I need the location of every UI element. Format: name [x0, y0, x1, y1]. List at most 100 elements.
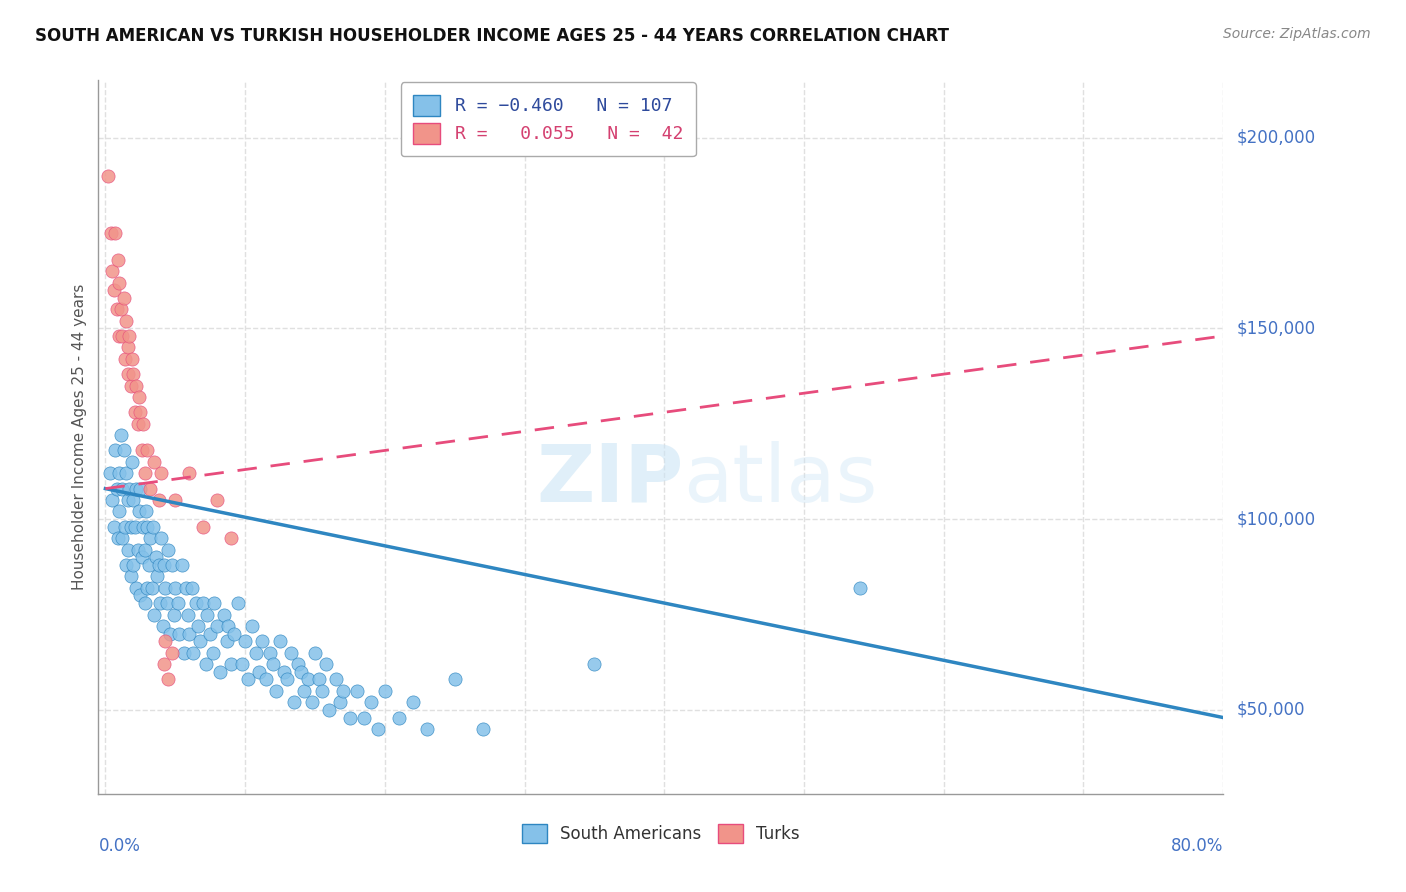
Point: [287, 657, 309, 672]
Point: [121, 455, 143, 469]
Point: [117, 340, 139, 354]
Point: [128, 504, 150, 518]
Point: [165, 493, 187, 508]
Point: [193, 520, 215, 534]
Point: [236, 673, 259, 687]
Point: [156, 596, 179, 610]
Point: [107, 531, 129, 545]
Point: [115, 558, 138, 572]
Point: [101, 493, 124, 508]
Point: [179, 626, 201, 640]
Point: [136, 581, 159, 595]
Point: [283, 695, 305, 709]
Point: [339, 710, 361, 724]
Point: [173, 646, 195, 660]
Point: [215, 634, 238, 648]
Point: [108, 467, 131, 481]
Point: [128, 390, 150, 404]
Text: $200,000: $200,000: [1237, 128, 1316, 146]
Point: [110, 302, 132, 317]
Point: [132, 520, 155, 534]
Point: [201, 646, 224, 660]
Point: [104, 443, 127, 458]
Point: [163, 607, 186, 622]
Point: [138, 558, 160, 572]
Point: [122, 493, 145, 508]
Point: [219, 531, 242, 545]
Point: [98, 467, 121, 481]
Point: [117, 493, 139, 508]
Point: [374, 683, 396, 698]
Point: [353, 710, 375, 724]
Point: [101, 264, 124, 278]
Point: [471, 722, 494, 736]
Point: [143, 455, 166, 469]
Point: [155, 634, 177, 648]
Point: [172, 558, 194, 572]
Y-axis label: Householder Income Ages 25 - 44 years: Householder Income Ages 25 - 44 years: [72, 284, 87, 591]
Point: [117, 542, 139, 557]
Point: [108, 329, 131, 343]
Point: [273, 665, 295, 679]
Point: [208, 665, 231, 679]
Text: atlas: atlas: [683, 441, 877, 519]
Point: [217, 619, 239, 633]
Point: [132, 417, 155, 431]
Point: [181, 581, 204, 595]
Point: [290, 665, 312, 679]
Point: [179, 467, 201, 481]
Point: [222, 626, 245, 640]
Point: [157, 673, 180, 687]
Text: $50,000: $50,000: [1237, 701, 1306, 719]
Point: [212, 607, 235, 622]
Point: [112, 291, 135, 305]
Legend: South Americans, Turks: South Americans, Turks: [515, 817, 807, 850]
Point: [849, 581, 872, 595]
Point: [388, 710, 411, 724]
Point: [443, 673, 465, 687]
Point: [124, 520, 146, 534]
Point: [125, 378, 148, 392]
Point: [108, 504, 131, 518]
Point: [247, 665, 270, 679]
Point: [115, 467, 138, 481]
Point: [125, 581, 148, 595]
Point: [197, 607, 219, 622]
Text: SOUTH AMERICAN VS TURKISH HOUSEHOLDER INCOME AGES 25 - 44 YEARS CORRELATION CHAR: SOUTH AMERICAN VS TURKISH HOUSEHOLDER IN…: [35, 27, 949, 45]
Point: [135, 504, 157, 518]
Text: $100,000: $100,000: [1237, 510, 1316, 528]
Point: [325, 673, 347, 687]
Point: [157, 542, 180, 557]
Point: [122, 558, 145, 572]
Point: [311, 683, 333, 698]
Point: [148, 558, 170, 572]
Point: [315, 657, 337, 672]
Point: [297, 673, 319, 687]
Point: [103, 283, 125, 297]
Point: [360, 695, 382, 709]
Point: [121, 351, 143, 366]
Point: [105, 482, 128, 496]
Point: [318, 703, 340, 717]
Point: [262, 657, 284, 672]
Point: [162, 558, 184, 572]
Point: [233, 634, 256, 648]
Point: [111, 531, 134, 545]
Point: [186, 596, 208, 610]
Point: [131, 443, 153, 458]
Point: [240, 619, 263, 633]
Point: [120, 569, 142, 583]
Point: [162, 646, 184, 660]
Point: [108, 276, 131, 290]
Point: [129, 589, 152, 603]
Point: [169, 626, 191, 640]
Point: [145, 550, 167, 565]
Point: [583, 657, 606, 672]
Point: [100, 226, 122, 240]
Point: [118, 329, 141, 343]
Point: [127, 417, 149, 431]
Point: [115, 314, 138, 328]
Text: 0.0%: 0.0%: [98, 837, 141, 855]
Point: [269, 634, 291, 648]
Point: [122, 367, 145, 381]
